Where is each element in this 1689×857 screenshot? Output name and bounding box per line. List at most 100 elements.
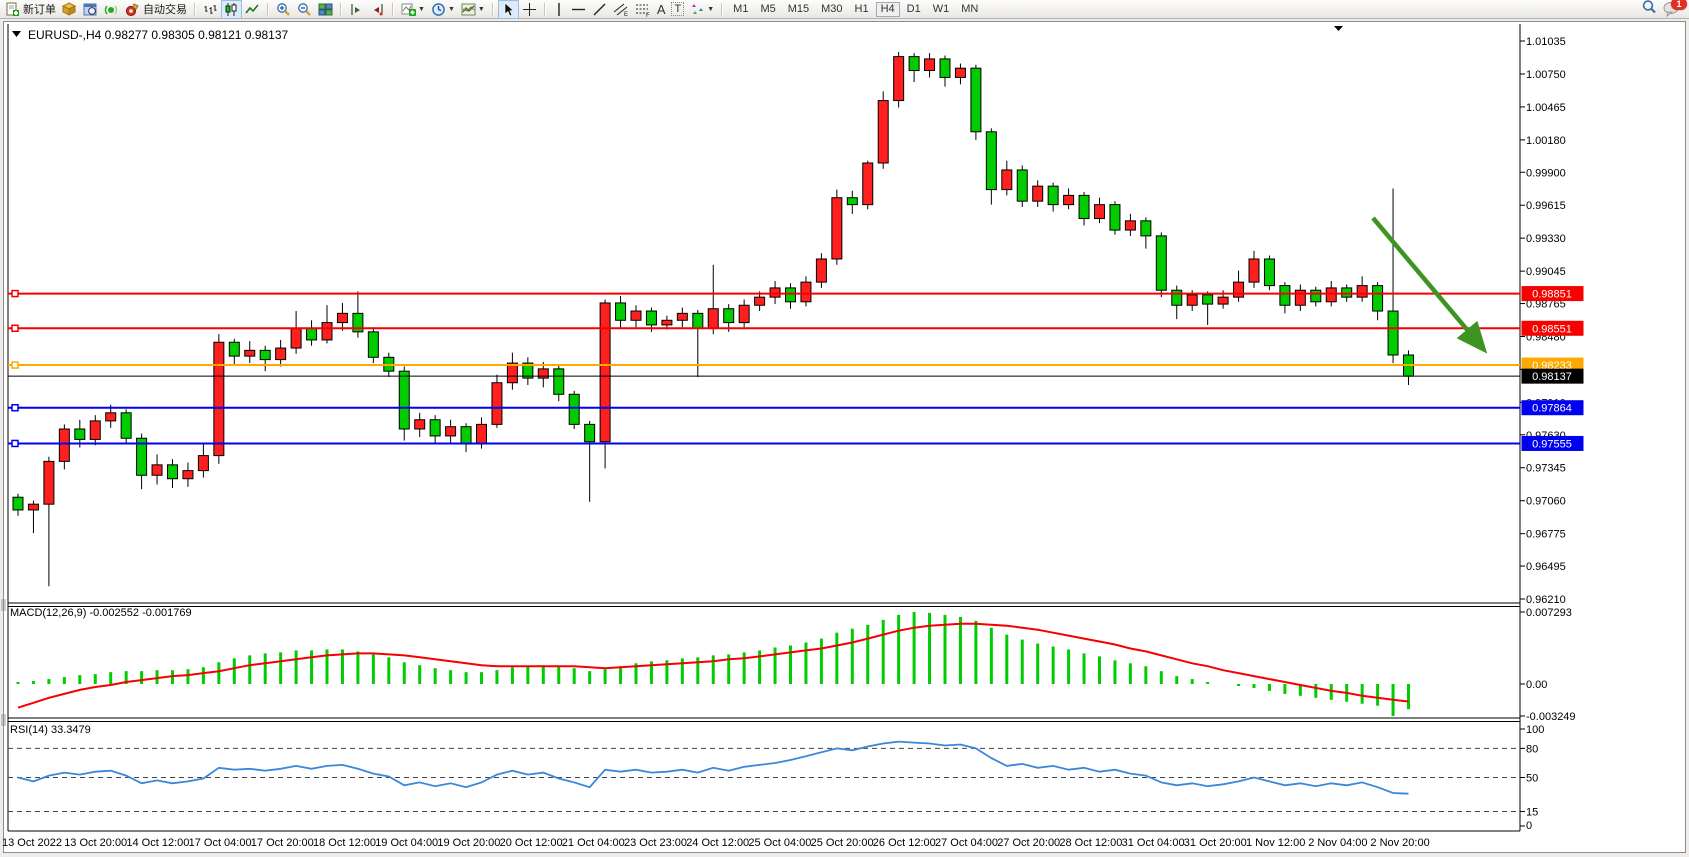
timeframe-button-m30[interactable]: M30 bbox=[821, 3, 843, 15]
horizontal-line-tool-button[interactable] bbox=[569, 1, 588, 18]
level-price-badge bbox=[1521, 400, 1584, 416]
price-tick-label: 1.01035 bbox=[1526, 36, 1566, 48]
crosshair-tool-button[interactable] bbox=[520, 1, 539, 18]
vertical-line-tool-button[interactable] bbox=[551, 1, 567, 18]
cursor-tool-button[interactable] bbox=[497, 0, 519, 19]
chart-menu-caret[interactable] bbox=[1334, 26, 1343, 31]
candle-body bbox=[306, 327, 318, 341]
autotrade-label: 自动交易 bbox=[143, 4, 187, 16]
candle-body bbox=[954, 67, 966, 78]
candle-body bbox=[414, 419, 426, 430]
navigator-button[interactable] bbox=[81, 1, 100, 18]
timeframe-button-m5[interactable]: M5 bbox=[760, 3, 776, 15]
signal-button[interactable] bbox=[102, 1, 121, 18]
candle-body bbox=[692, 312, 704, 329]
chart-shift-button[interactable] bbox=[347, 1, 366, 18]
candle-body bbox=[136, 437, 148, 476]
price-tick-label: 0.99615 bbox=[1526, 200, 1566, 212]
trend-arrow-annotation[interactable] bbox=[1371, 216, 1488, 354]
rsi-label: RSI(14) 33.3479 bbox=[10, 724, 91, 736]
macd-label: MACD(12,26,9) -0.002552 -0.001769 bbox=[10, 607, 192, 619]
zoom-out-button[interactable] bbox=[295, 1, 314, 18]
time-axis-label: 1 Nov 12:00 bbox=[1246, 837, 1305, 849]
timeframe-button-mn[interactable]: MN bbox=[961, 3, 979, 15]
template-icon bbox=[461, 2, 476, 17]
zoom-out-icon bbox=[297, 2, 312, 17]
price-tick-label: 1.00180 bbox=[1526, 135, 1566, 147]
channel-tool-button[interactable]: E bbox=[611, 1, 631, 18]
candle-body bbox=[785, 287, 796, 303]
timeframe-button-m15[interactable]: M15 bbox=[787, 3, 810, 15]
new-order-button[interactable]: 新订单 bbox=[3, 1, 58, 18]
time-axis-label: 2 Nov 20:00 bbox=[1370, 837, 1429, 849]
level-handle[interactable] bbox=[11, 439, 19, 448]
candle-chart-mode-button[interactable] bbox=[221, 0, 242, 19]
candle-body bbox=[290, 327, 302, 349]
add-indicator-icon bbox=[401, 2, 416, 17]
candle-body bbox=[398, 370, 410, 430]
text-tool-button[interactable]: A bbox=[655, 1, 668, 18]
timeframe-button-d1[interactable]: D1 bbox=[906, 3, 921, 15]
time-axis-label: 20 Oct 12:00 bbox=[500, 837, 563, 849]
price-tick-label: 1.00465 bbox=[1526, 102, 1566, 114]
level-handle[interactable] bbox=[11, 324, 19, 333]
line-chart-mode-button[interactable] bbox=[243, 1, 262, 18]
timeframe-group: M1 M5 M15 M30 H1 H4 D1 W1 MN bbox=[727, 1, 984, 17]
candle-body bbox=[1387, 310, 1399, 356]
auto-scroll-icon bbox=[370, 2, 385, 17]
candle-body bbox=[1341, 287, 1353, 298]
bar-chart-mode-button[interactable] bbox=[201, 1, 220, 18]
tile-windows-icon bbox=[318, 2, 333, 17]
symbol-search-icon[interactable] bbox=[1641, 0, 1657, 20]
candle-body bbox=[12, 496, 24, 511]
timeframe-button-h1[interactable]: H1 bbox=[854, 3, 869, 15]
fibonacci-tool-button[interactable]: F bbox=[633, 1, 653, 18]
svg-text:F: F bbox=[646, 13, 650, 17]
text-a-icon: A bbox=[656, 1, 666, 17]
text-label-tool-button[interactable]: T bbox=[669, 1, 686, 18]
candle-body bbox=[522, 362, 534, 379]
trendline-tool-button[interactable] bbox=[590, 1, 609, 18]
chart-collapse-icon[interactable] bbox=[12, 31, 21, 37]
add-indicator-button[interactable]: ▼ bbox=[399, 1, 427, 18]
candle-body bbox=[476, 423, 487, 445]
arrows-tool-button[interactable]: ▼ bbox=[688, 1, 716, 18]
timeframe-button-m1[interactable]: M1 bbox=[733, 3, 749, 15]
level-handle[interactable] bbox=[11, 361, 19, 369]
candle-body bbox=[615, 302, 627, 321]
timeframe-button-h4[interactable]: H4 bbox=[875, 1, 900, 17]
zoom-in-button[interactable] bbox=[274, 1, 293, 18]
macd-signal-line bbox=[17, 622, 1409, 709]
candle-body bbox=[1202, 294, 1214, 305]
level-handle[interactable] bbox=[11, 289, 19, 298]
template-button[interactable]: ▼ bbox=[459, 1, 487, 18]
fibonacci-icon: F bbox=[635, 2, 651, 17]
period-button[interactable]: ▼ bbox=[429, 1, 457, 18]
notifications-button[interactable]: 1 bbox=[1663, 0, 1687, 18]
separator bbox=[392, 2, 394, 16]
price-tick-label: 0.96775 bbox=[1526, 529, 1566, 541]
timeframe-button-w1[interactable]: W1 bbox=[932, 3, 950, 15]
time-axis-label: 23 Oct 23:00 bbox=[624, 837, 687, 849]
autotrade-button[interactable]: 自动交易 bbox=[123, 1, 189, 18]
level-handle[interactable] bbox=[11, 403, 19, 412]
price-tick-label: 0.96495 bbox=[1526, 561, 1566, 573]
time-axis-label: 17 Oct 20:00 bbox=[251, 837, 314, 849]
candle-body bbox=[584, 423, 596, 443]
candle-body bbox=[723, 308, 735, 324]
dropdown-caret: ▼ bbox=[477, 5, 485, 13]
time-axis-label: 26 Oct 12:00 bbox=[873, 837, 936, 849]
level-price-badge-label: 0.97555 bbox=[1532, 438, 1572, 450]
current-price-badge bbox=[1521, 368, 1584, 384]
candle-body bbox=[815, 258, 827, 283]
candle-body bbox=[1155, 235, 1167, 291]
candle-body bbox=[1325, 287, 1337, 303]
auto-scroll-button[interactable] bbox=[368, 1, 387, 18]
cursor-icon bbox=[501, 1, 516, 17]
tile-windows-button[interactable] bbox=[316, 1, 335, 18]
price-tick-label: 1.00750 bbox=[1526, 69, 1566, 81]
separator bbox=[491, 2, 494, 16]
market-watch-button[interactable] bbox=[60, 1, 79, 18]
